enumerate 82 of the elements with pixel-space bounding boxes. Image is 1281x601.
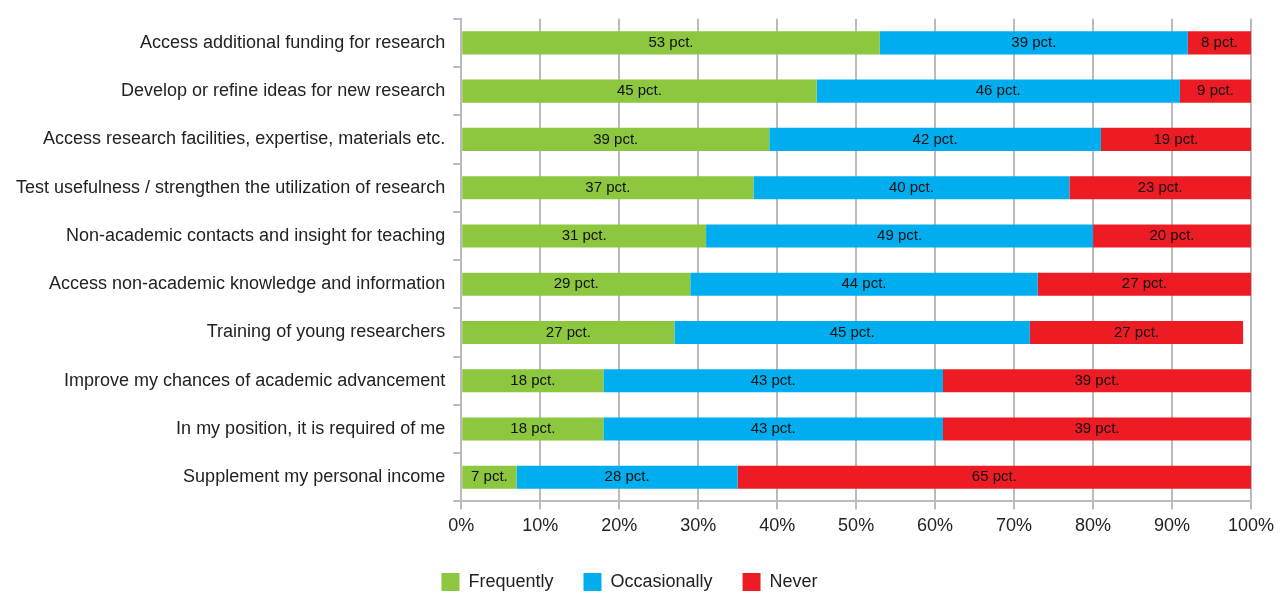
data-label: 27 pct. — [1113, 322, 1159, 340]
data-label: 53 pct. — [648, 33, 694, 51]
y-tick-label: Test usefulness / strengthen the utilization of research — [15, 176, 446, 197]
bar — [1029, 320, 1244, 345]
x-tick-label: 80% — [1075, 515, 1112, 536]
data-label: 45 pct. — [829, 322, 875, 340]
data-label: 39 pct. — [593, 129, 639, 147]
data-label: 27 pct. — [1121, 274, 1167, 292]
y-tick-label: In my position, it is required of me — [176, 417, 446, 438]
x-tick-label: 100% — [1227, 515, 1275, 536]
legend-label: Occasionally — [610, 570, 713, 591]
bar — [879, 31, 1188, 55]
bar — [1069, 176, 1251, 200]
x-tick-label: 70% — [996, 515, 1033, 536]
data-label: 39 pct. — [1011, 33, 1057, 51]
data-label: 43 pct. — [750, 370, 796, 388]
bar — [1093, 224, 1251, 248]
data-label: 29 pct. — [553, 274, 599, 292]
bar — [1187, 31, 1251, 55]
y-tick-label: Access additional funding for research — [140, 31, 446, 52]
data-label: 44 pct. — [841, 274, 887, 292]
y-tick-label: Access non-academic knowledge and information — [49, 273, 446, 294]
bar — [1100, 127, 1251, 152]
bar — [690, 272, 1038, 296]
data-label: 42 pct. — [912, 129, 958, 147]
x-tick-label: 50% — [838, 515, 875, 536]
bar — [462, 320, 675, 345]
data-label: 19 pct. — [1153, 129, 1199, 147]
y-tick-label: Supplement my personal income — [183, 466, 446, 487]
bar — [753, 176, 1070, 200]
y-tick-label: Develop or refine ideas for new research — [121, 80, 446, 101]
bar — [462, 272, 691, 296]
data-label: 20 pct. — [1149, 226, 1195, 244]
bar — [462, 31, 880, 55]
data-label: 28 pct. — [604, 467, 650, 485]
data-label: 9 pct. — [1197, 81, 1234, 99]
data-label: 18 pct. — [510, 419, 556, 437]
data-label: 49 pct. — [877, 226, 923, 244]
bar — [1037, 272, 1251, 296]
data-label: 8 pct. — [1201, 33, 1238, 51]
data-label: 18 pct. — [510, 370, 556, 388]
data-label: 7 pct. — [471, 467, 508, 485]
data-label: 37 pct. — [585, 177, 631, 195]
data-label: 27 pct. — [545, 322, 591, 340]
bar — [462, 224, 707, 248]
data-label: 45 pct. — [616, 81, 662, 99]
x-tick-label: 40% — [759, 515, 796, 536]
legend-label: Never — [769, 570, 818, 591]
bar — [462, 176, 754, 200]
bar — [737, 465, 1251, 489]
bar — [462, 79, 817, 103]
data-label: 40 pct. — [888, 177, 934, 195]
bar — [942, 417, 1251, 441]
y-tick-label: Access research facilities, expertise, materials etc. — [43, 128, 446, 149]
data-label: 39 pct. — [1074, 419, 1120, 437]
bar — [674, 320, 1030, 345]
x-tick-label: 0% — [448, 515, 475, 536]
bar — [462, 127, 770, 152]
bar — [603, 369, 943, 393]
data-label: 31 pct. — [561, 226, 607, 244]
y-tick-label: Improve my chances of academic advancement — [64, 369, 446, 390]
bar — [462, 369, 604, 393]
x-tick-label: 60% — [917, 515, 954, 536]
data-label: 23 pct. — [1137, 177, 1183, 195]
data-label: 39 pct. — [1074, 370, 1120, 388]
bar — [769, 127, 1101, 152]
bar — [816, 79, 1180, 103]
bar — [706, 224, 1094, 248]
data-label: 65 pct. — [971, 467, 1017, 485]
legend-label: Frequently — [468, 570, 554, 591]
data-label: 43 pct. — [750, 419, 796, 437]
x-tick-label: 20% — [601, 515, 638, 536]
bar — [516, 465, 738, 489]
x-tick-label: 30% — [680, 515, 717, 536]
bar — [942, 369, 1251, 393]
y-tick-label: Training of young researchers — [206, 321, 446, 342]
data-label: 46 pct. — [975, 81, 1021, 99]
y-tick-label: Non-academic contacts and insight for teaching — [66, 224, 446, 245]
x-tick-label: 90% — [1154, 515, 1191, 536]
x-tick-label: 10% — [522, 515, 559, 536]
bar — [462, 417, 604, 441]
bar — [603, 417, 943, 441]
